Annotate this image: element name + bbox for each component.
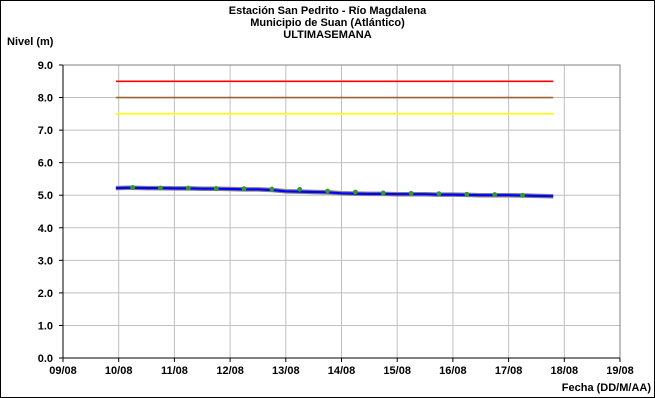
data-point bbox=[380, 190, 386, 196]
x-tick-label: 18/08 bbox=[551, 365, 579, 377]
data-point bbox=[492, 192, 498, 197]
data-point bbox=[130, 185, 136, 190]
data-point bbox=[185, 185, 191, 191]
x-tick-label: 13/08 bbox=[272, 365, 300, 377]
x-tick-label: 12/08 bbox=[216, 365, 244, 377]
data-point bbox=[297, 186, 303, 192]
y-tick-label: 7.0 bbox=[38, 125, 53, 137]
data-point bbox=[353, 189, 358, 195]
y-tick-label: 8.0 bbox=[38, 93, 53, 105]
y-tick-label: 0.0 bbox=[38, 353, 53, 365]
data-point bbox=[464, 191, 470, 197]
chart-title-line-3: ULTIMASEMANA bbox=[283, 29, 372, 41]
x-tick-label: 11/08 bbox=[161, 365, 188, 377]
x-tick-label: 09/08 bbox=[49, 365, 77, 377]
y-tick-label: 1.0 bbox=[38, 320, 53, 332]
data-point bbox=[241, 186, 247, 192]
x-axis-label: Fecha (DD/M/AA) bbox=[561, 382, 651, 394]
data-point bbox=[436, 191, 442, 196]
y-tick-label: 3.0 bbox=[38, 255, 53, 267]
data-point bbox=[325, 188, 330, 194]
x-tick-label: 10/08 bbox=[105, 365, 133, 377]
data-point bbox=[408, 190, 414, 196]
x-tick-label: 14/08 bbox=[328, 365, 356, 377]
data-point bbox=[520, 192, 525, 198]
data-point bbox=[269, 186, 275, 192]
x-tick-label: 17/08 bbox=[495, 365, 523, 377]
y-tick-label: 9.0 bbox=[38, 60, 53, 72]
data-point bbox=[213, 185, 219, 191]
chart-title-line-2: Municipio de Suan (Atlántico) bbox=[250, 17, 405, 29]
y-tick-label: 4.0 bbox=[38, 223, 53, 235]
data-point bbox=[158, 185, 163, 191]
x-tick-label: 15/08 bbox=[383, 365, 411, 377]
y-tick-label: 2.0 bbox=[38, 288, 53, 300]
x-tick-label: 16/08 bbox=[439, 365, 467, 377]
y-axis-label: Nivel (m) bbox=[7, 36, 54, 48]
y-tick-label: 5.0 bbox=[38, 190, 53, 202]
x-tick-label: 19/08 bbox=[606, 365, 634, 377]
y-tick-label: 6.0 bbox=[38, 158, 53, 170]
chart-title-line-1: Estación San Pedrito - Río Magdalena bbox=[228, 5, 427, 17]
